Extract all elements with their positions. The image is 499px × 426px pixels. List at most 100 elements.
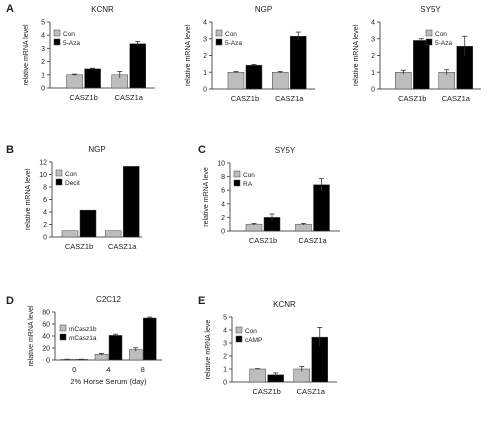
legend-swatch (215, 38, 223, 46)
y-tick-label: 2 (41, 59, 45, 66)
y-tick-label: 0 (223, 380, 227, 387)
legend-swatch (215, 29, 223, 37)
y-tick-label: 0 (41, 86, 45, 93)
chart-panel-2: SY5Y 0 1 2 3 4 relative mRNA level CASZ1b CASZ1a… (353, 5, 481, 103)
panel-letter: A (6, 3, 14, 15)
panel-letter: E (198, 295, 205, 307)
legend-label: cAMP (245, 337, 262, 344)
chart-panel-3: B NGP 0 2 4 6 8 10 12 relative mRNA level CASZ1b CA… (6, 144, 142, 251)
y-tick-label: 2 (223, 354, 227, 361)
legend-swatch (53, 29, 61, 37)
y-tick-label: 3 (203, 36, 207, 43)
y-tick-label: 10 (39, 172, 47, 179)
bar-con-casz1b (249, 368, 266, 383)
legend-label: mCasz1a (69, 335, 97, 342)
y-tick-label: 4 (221, 201, 225, 208)
y-tick-label: 5 (41, 20, 45, 27)
legend-swatch (59, 333, 67, 341)
chart-panel-0: A KCNR 0 1 2 3 4 5 relative mRNA level CASZ1b CASZ… (6, 3, 155, 102)
legend-swatch (425, 29, 433, 37)
bar-con-casz1b (227, 72, 245, 90)
bar-5-aza-casz1b (245, 64, 263, 90)
bar-con-casz1b (245, 223, 263, 232)
legend-label: Con (245, 328, 257, 335)
x-category-label: CASZ1a (108, 242, 137, 251)
y-tick-label: 3 (41, 46, 45, 53)
y-axis-label: relative mRNA level (353, 25, 360, 87)
chart-title: KCNR (91, 5, 114, 14)
x-category-label: CASZ1b (65, 242, 93, 251)
bar-con-casz1a (272, 72, 289, 90)
x-category-label: CASZ1b (398, 94, 426, 103)
bar-ra-casz1a (313, 184, 330, 232)
legend-swatch (53, 38, 61, 46)
y-tick-label: 8 (221, 174, 225, 181)
y-tick-label: 10 (217, 161, 225, 168)
panel-letter: C (198, 144, 206, 156)
legend-swatch (59, 324, 67, 332)
x-category-label: 4 (106, 365, 110, 374)
panel-letter: D (6, 295, 14, 307)
y-axis-label: relative mRNA leve (205, 320, 212, 380)
y-tick-label: 40 (42, 334, 50, 341)
y-tick-label: 4 (41, 33, 45, 40)
bar-con-casz1b (61, 230, 79, 238)
bar-decit-casz1b (79, 209, 97, 238)
bar-con-casz1a (295, 223, 312, 232)
bar-con-casz1a (104, 230, 122, 238)
chart-title: SY5Y (275, 146, 296, 155)
y-tick-label: 1 (203, 70, 207, 77)
x-category-label: CASZ1a (275, 94, 304, 103)
x-category-label: CASZ1b (249, 236, 277, 245)
legend-swatch (235, 335, 243, 343)
chart-panel-1: NGP 0 1 2 3 4 relative mRNA level CASZ1b CASZ1a C… (185, 5, 315, 103)
y-tick-label: 3 (371, 36, 375, 43)
y-tick-label: 2 (203, 53, 207, 60)
legend-label: Con (243, 172, 255, 179)
y-axis-label: relative mRNA level (23, 24, 30, 86)
chart-panel-4: C SY5Y 0 2 4 6 8 10 relative mRNA leve CASZ1b CASZ… (198, 144, 340, 245)
x-category-label: CASZ1b (69, 93, 97, 102)
y-tick-label: 80 (42, 310, 50, 317)
chart-title: NGP (255, 5, 272, 14)
y-tick-label: 1 (223, 367, 227, 374)
y-tick-label: 6 (43, 197, 47, 204)
y-tick-label: 12 (39, 160, 47, 167)
legend-swatch (55, 169, 63, 177)
legend-swatch (233, 179, 241, 187)
x-category-label: CASZ1a (442, 94, 471, 103)
chart-title: KCNR (273, 300, 296, 309)
y-tick-label: 4 (203, 20, 207, 27)
legend-label: Con (225, 31, 237, 38)
legend-label: Con (65, 171, 77, 178)
chart-title: NGP (88, 145, 105, 154)
bar-5-aza-casz1b (413, 40, 430, 90)
bar-5-aza-casz1b (84, 68, 101, 89)
x-category-label: CASZ1a (115, 93, 144, 102)
y-tick-label: 0 (221, 229, 225, 236)
bar-con-casz1b (66, 74, 83, 89)
y-tick-label: 1 (41, 72, 45, 79)
y-tick-label: 0 (203, 87, 207, 94)
y-tick-label: 20 (42, 346, 50, 353)
x-category-label: 0 (72, 365, 76, 374)
x-category-label: 8 (141, 365, 145, 374)
legend-label: Con (435, 31, 447, 38)
y-tick-label: 2 (221, 215, 225, 222)
bar-5-aza-casz1a (129, 43, 146, 89)
legend-label: Decit (65, 180, 80, 187)
y-axis-label: relative mRNA level (185, 25, 192, 87)
y-tick-label: 2 (371, 53, 375, 60)
bar-mcasz1a-4 (108, 335, 123, 361)
bar-5-aza-casz1a (290, 35, 307, 90)
chart-title: SY5Y (420, 5, 441, 14)
bar-con-casz1b (395, 72, 412, 90)
legend-swatch (55, 178, 63, 186)
legend-label: RA (243, 181, 253, 188)
x-axis-label: 2% Horse Serum (day) (70, 377, 147, 386)
y-tick-label: 8 (43, 185, 47, 192)
y-tick-label: 3 (223, 341, 227, 348)
legend-label: 5-Aza (225, 40, 242, 47)
y-tick-label: 5 (223, 315, 227, 322)
